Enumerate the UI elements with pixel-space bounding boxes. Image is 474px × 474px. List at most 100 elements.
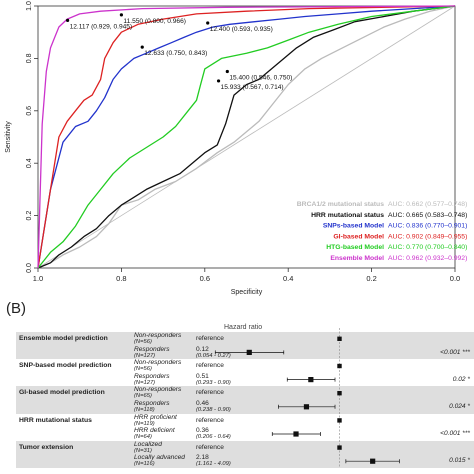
- estimate-cell: 2.18 (1.161 - 4.09): [196, 454, 231, 468]
- group-cell: HRR proficient (N=119): [134, 414, 177, 428]
- estimate-value: 0.51: [196, 372, 209, 380]
- group-n: (N=56): [134, 339, 152, 345]
- estimate-value: reference: [196, 335, 224, 342]
- forest-title: Hazard ratio: [224, 324, 263, 331]
- plot-frame: [37, 5, 456, 269]
- forest-row: Tumor extension Localized (N=31) reference: [16, 440, 474, 455]
- y-tick-label: 0.6: [26, 106, 33, 116]
- variable-name: HRR mutational status: [19, 416, 92, 424]
- variable-name: SNP-based model prediction: [19, 362, 112, 370]
- estimate-value: 2.18: [196, 454, 209, 462]
- x-tick-label: 0.6: [200, 274, 210, 283]
- estimate-value: reference: [196, 416, 224, 424]
- group-label: Non-responders: [134, 359, 182, 367]
- reference-marker: [337, 445, 342, 450]
- group-cell: Localized (N=31): [134, 441, 162, 455]
- p-value: 0.024 *: [449, 403, 470, 410]
- group-n: (N=64): [134, 434, 152, 441]
- group-n: (N=119): [134, 420, 155, 427]
- x-tick-label: 0.2: [366, 274, 376, 283]
- forest-marks: [214, 328, 400, 468]
- confidence-interval: (1.161 - 4.09): [196, 461, 231, 468]
- confidence-interval: (0.054 - 0.27): [196, 352, 231, 359]
- roc-curve-4: [37, 5, 456, 269]
- group-n: (N=65): [134, 393, 152, 400]
- threshold-point: [119, 13, 123, 17]
- legend-auc: AUC: 0.962 (0.932–0.992): [388, 255, 467, 262]
- threshold-point: [206, 21, 210, 25]
- legend-entry: HTG-based Model: [326, 244, 384, 251]
- estimate-value: 0.46: [196, 400, 209, 407]
- legend-entry: BRCA1/2 mutational status: [297, 201, 384, 208]
- roc-curve-2: [37, 5, 456, 269]
- forest-row: HRR deficient (N=64) 0.36 (0.206 - 0.64) <0.…: [16, 427, 474, 441]
- forest-row: HRR mutational status HRR proficient (N=11…: [16, 414, 474, 428]
- group-n: (N=127): [134, 379, 156, 386]
- group-cell: Non-responders (N=56): [134, 359, 181, 373]
- reference-marker: [337, 391, 342, 396]
- group-label: Responders: [134, 345, 170, 353]
- legend-auc: AUC: 0.902 (0.849–0.955): [388, 233, 467, 240]
- legend-auc: AUC: 0.836 (0.770–0.901): [388, 223, 467, 230]
- group-cell: Responders (N=127): [134, 373, 170, 387]
- reference-marker: [337, 363, 342, 369]
- estimate-cell: 0.46 (0.238 - 0.90): [196, 400, 231, 414]
- hr-point: [308, 377, 314, 383]
- group-label: Locally advanced: [134, 454, 185, 462]
- estimate-cell: 0.12 (0.054 - 0.27): [196, 346, 231, 360]
- threshold-point: [216, 79, 221, 83]
- variable-name: Ensemble model prediction: [19, 335, 108, 342]
- estimate-value: reference: [196, 443, 224, 451]
- threshold-label: 12.400 (0.593, 0.935): [210, 26, 273, 33]
- hr-point: [370, 458, 376, 464]
- p-value: 0.015 *: [449, 457, 470, 465]
- threshold-point: [66, 18, 70, 23]
- group-cell: Responders (N=118): [134, 400, 170, 414]
- p-value: <0.001 ***: [440, 348, 470, 356]
- group-label: Non-responders: [134, 332, 182, 339]
- group-n: (N=127): [134, 352, 156, 359]
- threshold-label: 15.933 (0.567, 0.714): [221, 84, 284, 91]
- estimate-cell: reference: [196, 417, 224, 424]
- roc-curve-3: [37, 5, 456, 269]
- hr-point: [303, 404, 310, 410]
- group-cell: Locally advanced (N=116): [134, 454, 185, 468]
- forest-plot: Ensemble model prediction Non-responders(…: [0, 296, 474, 474]
- group-cell: HRR deficient (N=64): [134, 427, 175, 441]
- forest-row: GI-based model prediction Non-responders(…: [16, 386, 474, 400]
- estimate-cell: 0.51 (0.293 - 0.90): [196, 373, 231, 387]
- legend-entry: GI-based Model: [333, 233, 384, 240]
- forest-row: Ensemble model prediction Non-responders(…: [16, 332, 474, 346]
- group-label: Non-responders: [134, 386, 182, 394]
- group-label: Responders: [134, 400, 170, 407]
- threshold-label: 12.633 (0.750, 0.843): [144, 50, 207, 57]
- group-cell: Responders (N=127): [134, 346, 170, 360]
- group-cell: Non-responders (N=56): [134, 332, 181, 346]
- roc-curve-6: [37, 5, 456, 269]
- group-cell: Non-responders (N=65): [134, 386, 181, 400]
- threshold-label: 15.400 (0.546, 0.750): [229, 75, 292, 82]
- panel-b-label: (B): [6, 300, 26, 317]
- forest-row: Responders (N=118) 0.46 (0.238 - 0.90) 0.024…: [16, 400, 474, 414]
- reference-marker: [337, 336, 342, 341]
- estimate-value: 0.12: [196, 345, 209, 353]
- estimate-value: 0.36: [196, 427, 209, 435]
- forest-row: SNP-based model prediction Non-responders…: [16, 359, 474, 373]
- legend-entry: SNPs-based Model: [323, 223, 384, 230]
- roc-curve-5: [37, 5, 456, 269]
- roc-chart: 1.0 0.8 0.6 0.4 0.2 0.0 0.0 0.2 0.4 0.6 0.8 1.0 Spec…: [5, 1, 467, 296]
- variable-name: Tumor extension: [19, 443, 74, 451]
- estimate-value: reference: [196, 389, 224, 397]
- group-label: Responders: [134, 372, 170, 380]
- forest-row: Responders (N=127) 0.51 (0.293 - 0.90) 0.02 …: [16, 373, 474, 387]
- threshold-point: [140, 45, 144, 49]
- p-value: 0.02 *: [452, 375, 470, 383]
- x-axis-label: Specificity: [231, 289, 263, 296]
- threshold-label: 12.117 (0.929, 0.945): [70, 23, 133, 30]
- estimate-value: reference: [196, 362, 224, 370]
- legend-entry: Ensemble Model: [330, 255, 384, 262]
- x-tick-label: 1.0: [33, 274, 43, 283]
- group-n: (N=116): [134, 461, 155, 468]
- variable-name: GI-based model prediction: [19, 389, 105, 397]
- roc-curve-1: [37, 5, 456, 269]
